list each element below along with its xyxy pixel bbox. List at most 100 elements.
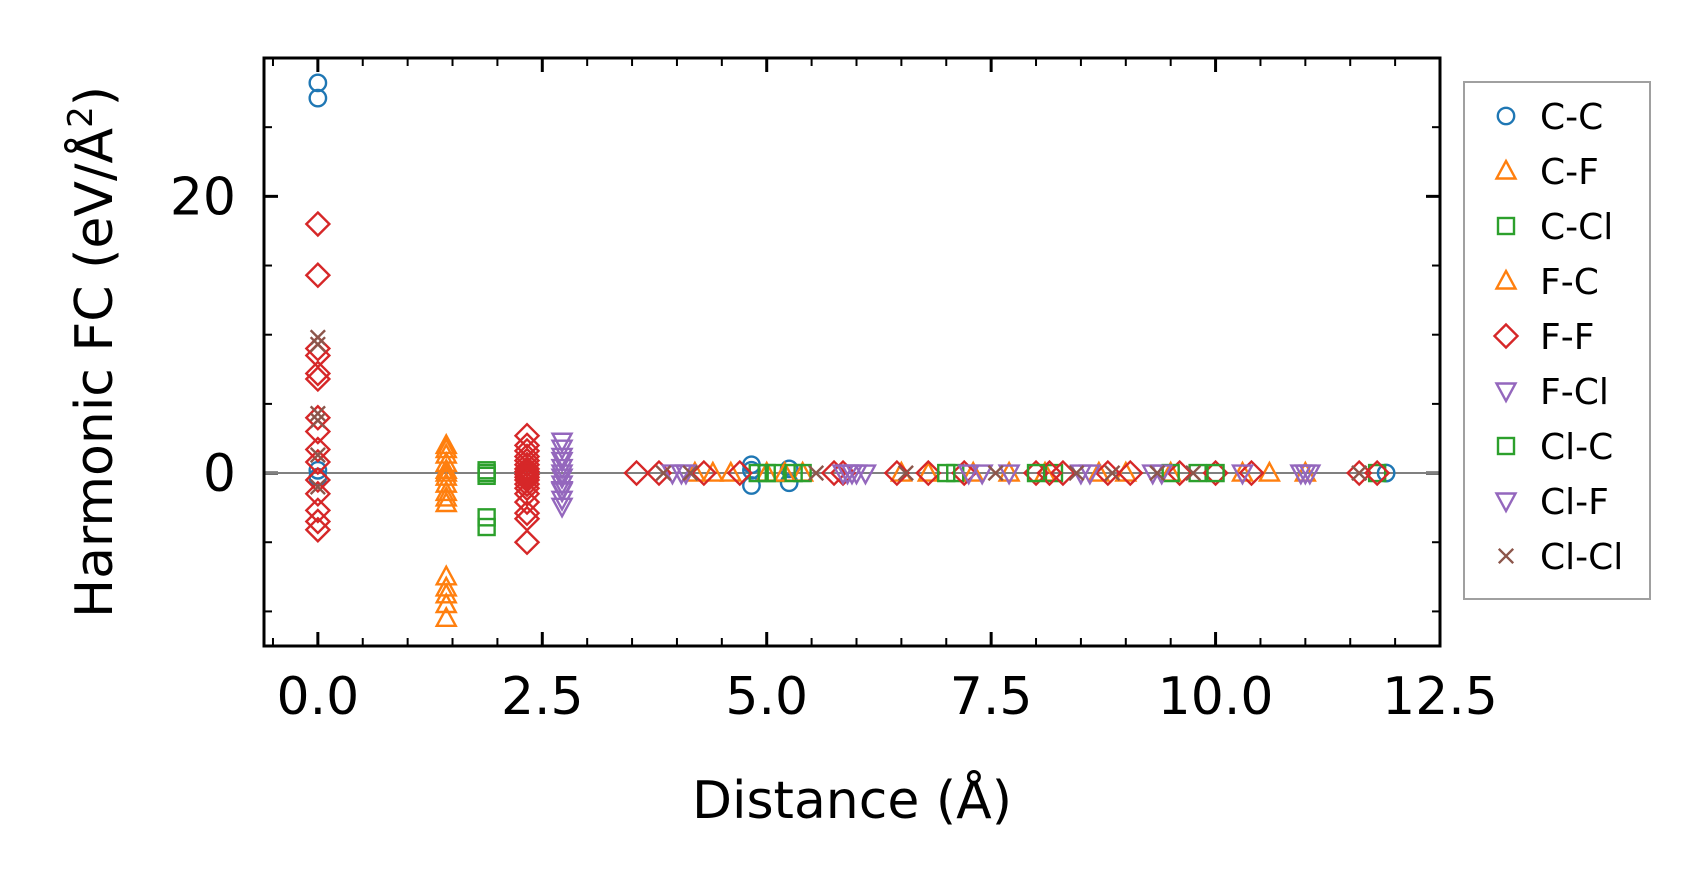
data-point [820,459,848,487]
legend-item: F-C [1494,262,1599,303]
legend-marker [1494,158,1518,180]
data-point [434,490,458,513]
data-point [304,508,332,535]
plot-frame [262,56,1442,648]
legend-marker [1494,382,1518,404]
legend-label: F-C [1540,262,1599,303]
data-point [1293,464,1317,486]
data-point [550,451,574,474]
legend-marker [1496,436,1516,456]
data-point [513,464,541,491]
legend-label: C-Cl [1540,207,1613,248]
data-point [957,464,981,486]
data-point [513,461,541,488]
data-point [719,460,743,482]
data-point [304,335,332,362]
data-point [1230,464,1255,486]
legend-label: Cl-Cl [1540,537,1623,578]
data-point [987,465,1004,482]
data-point [304,448,332,476]
x-tick-label: 5.0 [725,667,808,727]
legend: C-C C-F C-Cl F-C F-F F-Cl Cl-C Cl-F Cl-Cl [1463,81,1651,600]
x-tick-label: 0.0 [277,667,360,727]
data-point [655,465,672,482]
legend-marker [1494,268,1518,290]
data-point [513,470,541,498]
data-point [997,464,1021,486]
data-point [550,490,574,512]
data-point [1068,465,1085,482]
data-point [1363,459,1391,487]
data-point [477,517,496,537]
data-point [304,210,332,238]
y-axis-label-end: ) [65,86,125,106]
y-axis-label-main: Harmonic FC (eV/Å [63,127,125,618]
data-point [304,480,332,508]
data-point [550,475,574,497]
data-point [434,605,458,628]
data-point [309,478,326,495]
data-point [304,262,332,289]
legend-frame [1463,81,1651,600]
data-point [477,463,496,483]
data-point [915,459,942,487]
data-point [513,475,541,502]
y-axis-label: Harmonic FC (eV/Å2) [61,86,125,618]
data-point [1026,463,1046,483]
data-point [304,418,332,445]
data-point [808,465,825,482]
legend-marker [1494,492,1518,514]
data-point [309,412,326,429]
data-point [1346,459,1373,487]
data-point [1257,460,1281,482]
data-point [1036,459,1063,487]
data-point [513,499,541,527]
legend-label: C-F [1540,152,1599,193]
data-point [513,422,541,449]
data-point [883,459,911,487]
data-point [1149,465,1166,482]
y-tick-label: 20 [170,167,236,227]
legend-item: C-F [1494,152,1599,193]
data-point [304,497,332,524]
data-point [304,466,332,494]
legend-item: F-F [1492,317,1594,358]
series-F-F [304,210,1391,556]
legend-marker [1497,547,1515,565]
data-point [1104,465,1121,482]
data-point [835,464,860,486]
data-point [304,360,332,387]
x-tick-label: 10.0 [1158,667,1274,727]
legend-label: C-C [1540,97,1603,138]
tick-labels: 0.0 2.5 5.0 7.5 10.0 12.5 0 20 [170,167,1498,727]
legend-marker [1492,322,1520,350]
x-tick-label: 2.5 [501,667,584,727]
legend-item: C-C [1496,97,1603,138]
series-Cl-Cl [309,329,1368,495]
data-point [970,464,994,486]
data-point [434,437,458,459]
data-point [951,459,978,487]
legend-item: Cl-C [1496,427,1613,468]
data-point [937,463,956,483]
data-point [513,529,541,556]
data-point [726,459,753,487]
data-point [1117,459,1144,487]
data-point [550,464,574,486]
data-point [304,436,332,463]
legend-label: Cl-C [1540,427,1613,468]
legend-label: F-Cl [1540,372,1609,413]
data-point [779,473,799,493]
data-point [550,432,574,454]
data-points [304,73,1396,628]
data-point [434,457,458,479]
series-C-C [308,73,1396,495]
data-point [477,508,496,527]
data-point [1166,459,1193,487]
x-axis-label: Distance (Å) [692,769,1012,831]
data-point [961,460,985,482]
data-point [513,488,541,516]
legend-item: F-Cl [1494,372,1609,413]
data-point [308,88,328,108]
data-point [434,460,458,482]
